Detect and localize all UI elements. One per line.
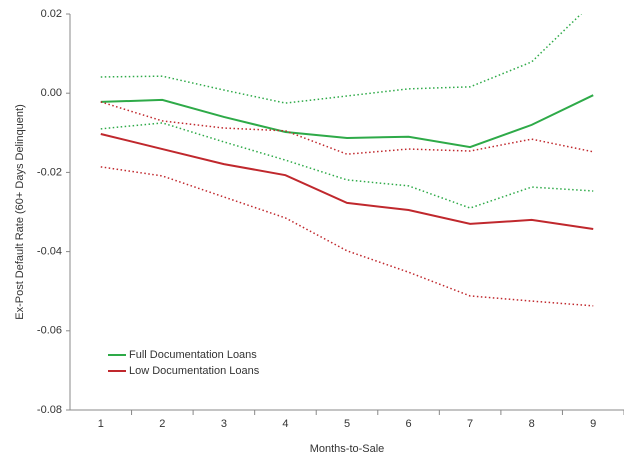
y-tick-label: -0.04	[37, 246, 62, 258]
x-tick-label: 5	[344, 418, 350, 430]
confidence-line	[100, 166, 594, 307]
x-tick-label: 3	[221, 418, 227, 430]
confidence-line	[100, 122, 594, 209]
x-tick-label: 8	[529, 418, 535, 430]
series-line	[100, 94, 594, 149]
x-tick-label: 2	[159, 418, 165, 430]
confidence-line	[100, 101, 594, 155]
x-tick-label: 9	[590, 418, 596, 430]
y-tick-label: -0.02	[37, 166, 62, 178]
confidence-line	[100, 14, 583, 104]
x-tick-label: 7	[467, 418, 473, 430]
series-line	[100, 133, 594, 231]
x-tick-label: 1	[98, 418, 104, 430]
y-tick-label: 0.00	[41, 87, 62, 99]
plot-area	[100, 14, 594, 307]
x-axis-label: Months-to-Sale	[310, 443, 385, 455]
x-tick-label: 4	[282, 418, 288, 430]
legend-label: Low Documentation Loans	[129, 365, 260, 377]
y-tick-label: -0.08	[37, 404, 62, 416]
y-tick-label: -0.06	[37, 325, 62, 337]
legend-label: Full Documentation Loans	[129, 349, 257, 361]
y-axis-label: Ex-Post Default Rate (60+ Days Delinquen…	[14, 104, 26, 320]
x-tick-label: 6	[405, 418, 411, 430]
y-tick-label: 0.02	[41, 8, 62, 20]
